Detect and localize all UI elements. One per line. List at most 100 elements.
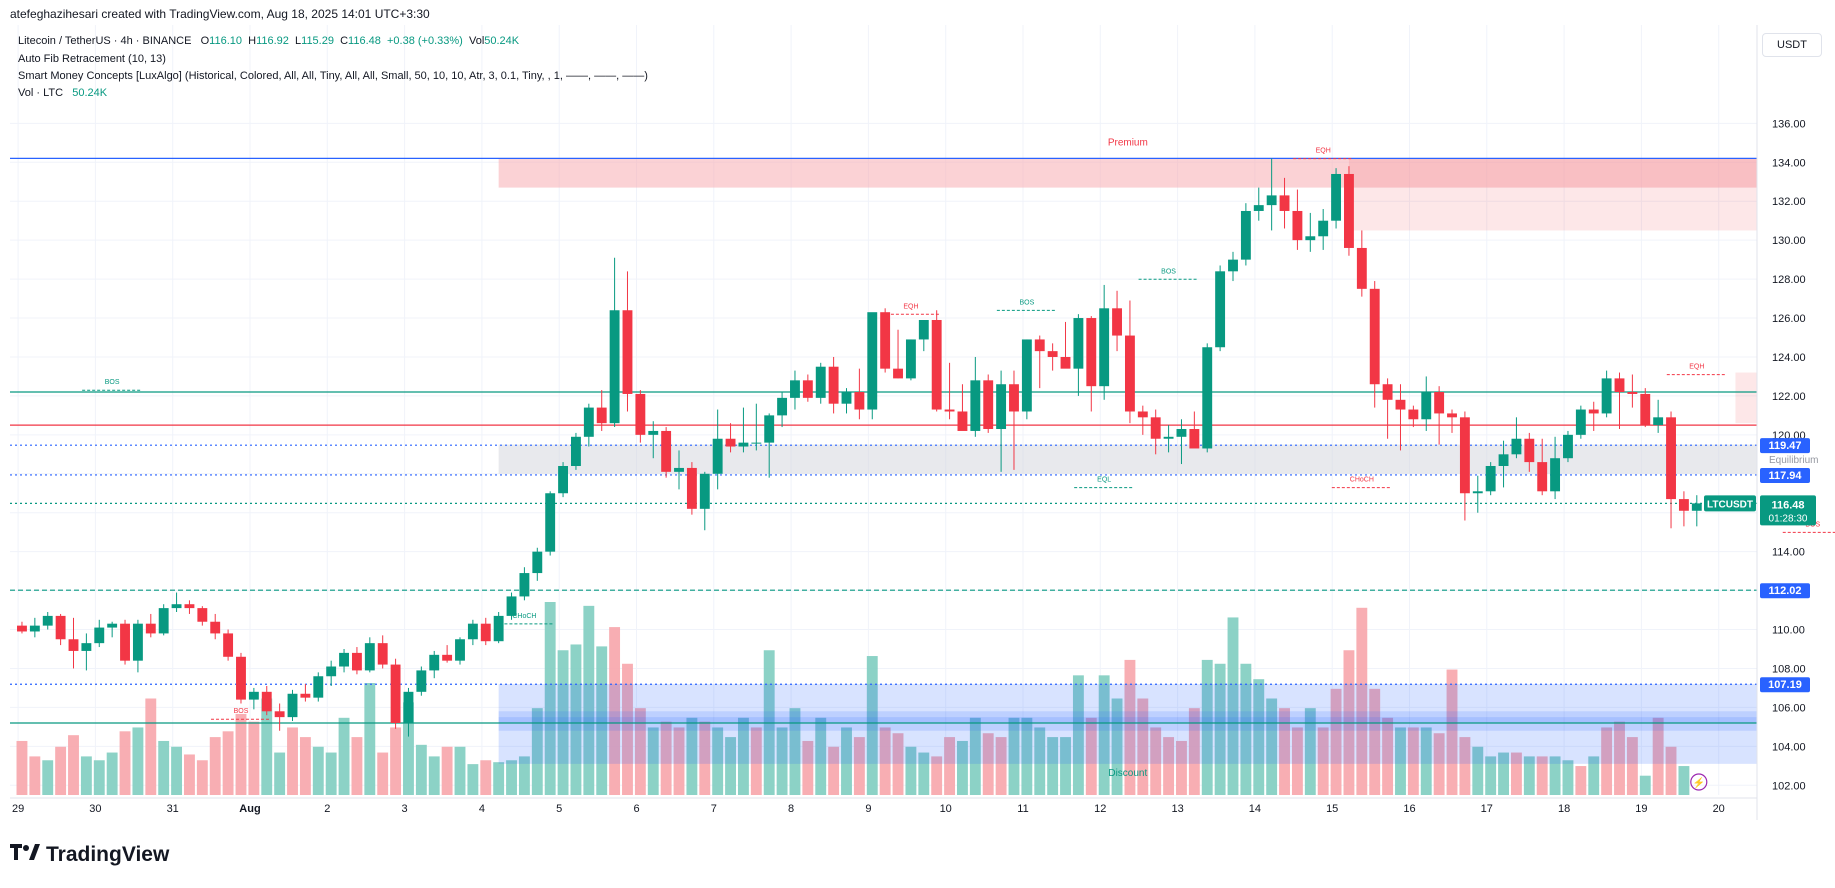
volume-bar [403,702,414,795]
volume-bar [1395,727,1406,795]
volume-bar [1382,717,1394,795]
volume-bar [1614,721,1625,795]
volume-bar [1188,708,1200,795]
candle-up [1563,434,1573,459]
candle-up [1163,436,1174,439]
volume-bar [338,717,350,795]
volume-bar [905,746,917,795]
candle-up [1021,339,1032,412]
price-tag-bg [1760,438,1810,454]
candle-down [1189,429,1200,449]
volume-bar [1253,679,1265,795]
candle-up [94,627,105,644]
volume-bar [235,713,247,795]
volume-bar [1472,746,1484,795]
zone-discount-sub [498,711,1758,723]
volume-bar [1330,688,1342,795]
tradingview-logo[interactable]: TradingView [10,840,169,870]
volume-bar [274,752,286,795]
price-tick-label: 114.00 [1772,547,1805,559]
currency-unit-button[interactable]: USDT [1762,33,1822,57]
candle-up [751,442,762,444]
volume-bar [518,756,530,795]
candle-up [313,676,324,698]
time-tick-label: 6 [633,803,639,815]
time-tick-label: 8 [788,803,794,815]
candle-down [1124,335,1135,412]
volume-bar [1266,698,1278,795]
volume-bar [1317,727,1329,795]
volume-bar [699,721,711,795]
volume-bar [1072,675,1084,795]
candle-down [261,691,272,712]
volume-bar [802,740,814,795]
candle-up [248,691,259,700]
time-tick-label: 20 [1713,803,1725,815]
candle-down [197,608,208,622]
candle-up [996,384,1007,430]
candles [17,158,1702,737]
indicator-volume[interactable]: Vol · LTC 50.24K [18,87,107,99]
candle-down [120,623,130,661]
price-tag: 117.94 [1768,470,1802,482]
candle-up [403,691,414,723]
volume-bar [1214,663,1226,795]
volume-bar [789,708,801,795]
volume-bar [29,756,41,795]
price-tag-bg [1760,677,1810,693]
candle-up [1421,392,1432,420]
candle-down [1150,417,1161,439]
volume-bar [1446,669,1458,795]
volume-bar [1652,717,1664,795]
lightning-icon[interactable] [1690,773,1708,791]
volume-bar [480,760,492,795]
change-value: +0.38 (+0.33%) [387,35,463,47]
candle-up [1691,503,1702,511]
candle-up [571,436,581,466]
volume-bar [776,727,788,795]
candle-down [442,654,453,661]
candle-up [455,639,465,661]
candle-down [1009,384,1019,412]
volume-bar [1510,752,1522,795]
candle-up [764,415,775,443]
volume-bar [982,733,994,795]
time-tick-label: 29 [12,803,24,815]
volume-bar [1549,756,1561,795]
price-tag-bg [1760,467,1810,483]
vol-value: 50.24K [484,35,520,47]
candle-down [1666,417,1676,500]
candle-up [815,366,826,398]
candle-up [1653,417,1664,426]
low-label: L [295,35,302,47]
last-price-tag-bg [1760,495,1816,526]
last-price-tag: 116.48 [1771,499,1804,511]
volume-bar [660,721,672,795]
candle-up [1240,210,1251,260]
volume-bar [1665,746,1677,795]
price-tick-label: 106.00 [1772,702,1806,714]
volume-bar [55,746,67,795]
volume-bar [1034,727,1046,795]
indicator-fib[interactable]: Auto Fib Retracement (10, 13) [18,53,166,65]
candle-down [300,693,311,698]
structure-labels: BOSBOSCHoCHEQHBOSBOSEQLCHoCHEQHEQHBOS [82,148,1835,720]
grid-lines [10,25,1757,795]
candle-down [828,366,839,404]
candle-up [970,380,981,431]
candle-down [351,652,362,671]
candle-up [532,551,543,574]
volume-bar [390,727,402,795]
price-tag: 112.02 [1768,585,1801,597]
zone-label-premium: Premium [1108,137,1148,148]
close-label: C [340,35,349,47]
time-tick-label: 3 [402,803,408,815]
symbol-legend[interactable]: Litecoin / TetherUS · 4h · BINANCE O116.… [18,35,519,47]
structure-label: BOS [1019,299,1034,306]
volume-bar [686,717,698,795]
volume-bar [918,752,930,795]
indicator-smc[interactable]: Smart Money Concepts [LuxAlgo] (Historic… [18,70,648,82]
price-tag: 119.47 [1768,440,1801,452]
